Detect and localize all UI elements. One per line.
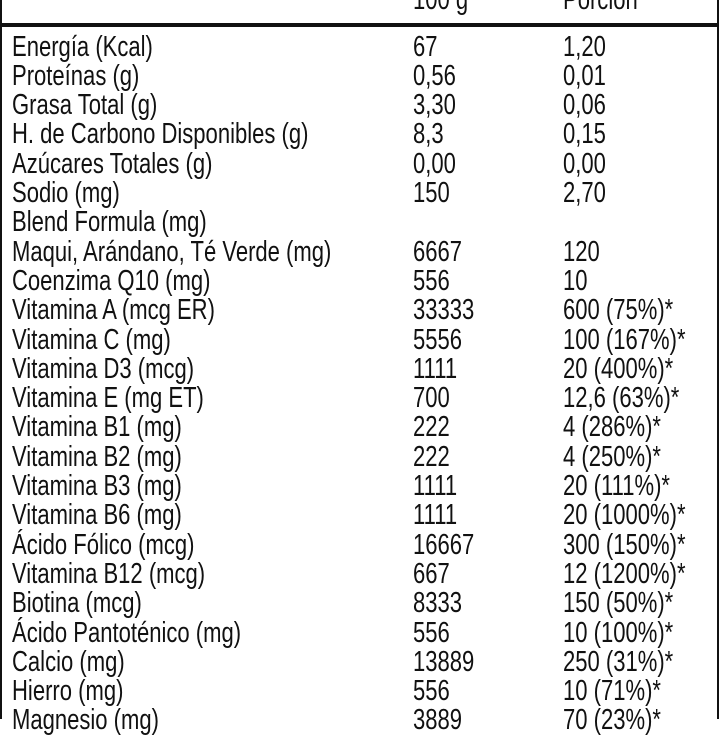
nutrient-label: Hierro (mg) xyxy=(12,675,124,708)
nutrient-label: Calcio (mg) xyxy=(12,645,125,678)
nutrient-value: 600 (75%)* xyxy=(563,294,674,327)
column-header: Porción xyxy=(563,0,638,15)
left-border xyxy=(0,0,2,719)
nutrient-label: Ácido Fólico (mcg) xyxy=(12,528,195,561)
nutrient-value: 12,6 (63%)* xyxy=(563,382,680,415)
nutrient-value: 0,01 xyxy=(563,59,606,92)
nutrient-value: 8333 xyxy=(413,587,463,620)
nutrient-value: 250 (31%)* xyxy=(563,645,674,678)
nutrient-value: 556 xyxy=(413,675,450,708)
nutrient-label: Ácido Pantoténico (mg) xyxy=(12,616,242,649)
nutrient-value: 0,15 xyxy=(563,118,606,151)
nutrient-label: Vitamina E (mg ET) xyxy=(12,382,204,415)
nutrient-value: 3,30 xyxy=(413,89,456,122)
nutrient-value: 667 xyxy=(413,557,450,590)
nutrient-value: 3889 xyxy=(413,704,463,736)
nutrient-label: Vitamina C (mg) xyxy=(12,323,171,356)
nutrient-value: 12 (1200%)* xyxy=(563,557,686,590)
nutrient-value: 2,70 xyxy=(563,177,606,209)
nutrient-value: 700 xyxy=(413,382,450,415)
nutrient-label: Proteínas (g) xyxy=(12,59,140,92)
nutrient-label: Blend Formula (mg) xyxy=(12,206,207,239)
nutrient-value: 300 (150%)* xyxy=(563,528,686,561)
nutrient-value: 150 (50%)* xyxy=(563,587,674,620)
nutrient-label: H. de Carbono Disponibles (g) xyxy=(12,118,309,151)
nutrient-value: 8,3 xyxy=(413,118,444,151)
nutrient-value: 120 xyxy=(563,235,600,268)
nutrient-label: Coenzima Q10 (mg) xyxy=(12,264,211,297)
nutrient-value: 0,00 xyxy=(413,147,456,180)
nutrient-value: 0,56 xyxy=(413,59,456,92)
nutrient-value: 6667 xyxy=(413,235,463,268)
nutrient-value: 4 (286%)* xyxy=(563,411,662,444)
nutrient-label: Vitamina D3 (mcg) xyxy=(12,352,195,385)
nutrient-value: 5556 xyxy=(413,323,463,356)
nutrient-label: Grasa Total (g) xyxy=(12,89,158,122)
nutrient-value: 100 (167%)* xyxy=(563,323,686,356)
nutrient-value: 0,06 xyxy=(563,89,606,122)
nutrient-value: 10 (100%)* xyxy=(563,616,674,649)
nutrient-value: 70 (23%)* xyxy=(563,704,662,736)
nutrient-value: 4 (250%)* xyxy=(563,440,662,473)
nutrient-value: 10 xyxy=(563,264,588,297)
nutrient-value: 222 xyxy=(413,440,450,473)
nutrient-value: 33333 xyxy=(413,294,475,327)
nutrient-value: 1,20 xyxy=(563,30,606,63)
nutrient-value: 0,00 xyxy=(563,147,606,180)
header-rule xyxy=(0,23,719,27)
nutrient-label: Vitamina A (mcg ER) xyxy=(12,294,215,327)
nutrient-label: Biotina (mcg) xyxy=(12,587,142,620)
nutrient-label: Vitamina B12 (mcg) xyxy=(12,557,206,590)
nutrient-value: 556 xyxy=(413,264,450,297)
nutrient-value: 150 xyxy=(413,177,450,209)
nutrient-label: Vitamina B2 (mg) xyxy=(12,440,182,473)
nutrient-value: 20 (1000%)* xyxy=(563,499,686,532)
nutrient-label: Sodio (mg) xyxy=(12,177,120,209)
nutrient-value: 20 (400%)* xyxy=(563,352,674,385)
nutrient-label: Vitamina B3 (mg) xyxy=(12,470,182,502)
nutrient-label: Vitamina B1 (mg) xyxy=(12,411,182,444)
nutrient-label: Maqui, Arándano, Té Verde (mg) xyxy=(12,235,332,268)
nutrient-value: 67 xyxy=(413,30,438,63)
nutrient-label: Vitamina B6 (mg) xyxy=(12,499,182,532)
nutrient-value: 222 xyxy=(413,411,450,444)
nutrient-value: 13889 xyxy=(413,645,475,678)
nutrient-label: Azúcares Totales (g) xyxy=(12,147,213,180)
nutrient-value: 556 xyxy=(413,616,450,649)
nutrient-label: Magnesio (mg) xyxy=(12,704,159,736)
nutrient-value: 1111 xyxy=(413,470,458,502)
nutrient-label: Energía (Kcal) xyxy=(12,30,153,63)
nutrient-value: 20 (111%)* xyxy=(563,470,670,502)
column-header: 100 g xyxy=(413,0,468,15)
nutrient-value: 10 (71%)* xyxy=(563,675,662,708)
right-border xyxy=(717,0,719,719)
nutrient-value: 1111 xyxy=(413,499,458,532)
nutrient-value: 1111 xyxy=(413,352,458,385)
nutrient-value: 16667 xyxy=(413,528,475,561)
